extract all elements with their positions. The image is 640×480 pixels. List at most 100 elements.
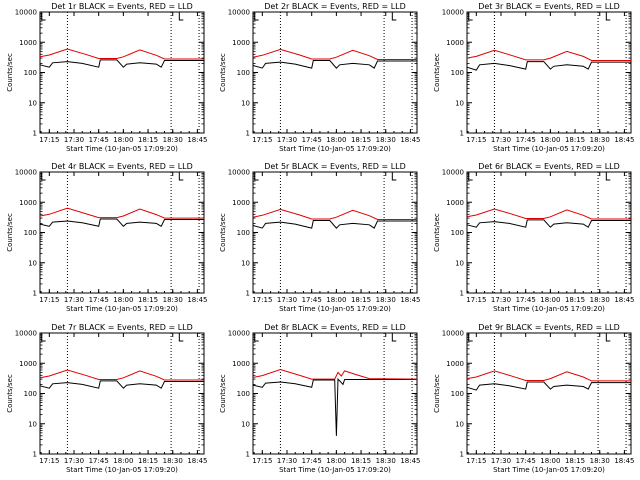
y-tick-label: 1000 <box>232 39 250 47</box>
x-tick-label: 17:15 <box>466 136 486 144</box>
y-tick-label: 1000 <box>19 199 37 207</box>
x-tick-label: 18:00 <box>540 457 560 465</box>
y-tick-label: 1 <box>33 130 37 138</box>
x-tick-label: 18:15 <box>351 136 371 144</box>
x-tick-label: 17:15 <box>252 136 272 144</box>
y-tick-label: 1000 <box>446 199 464 207</box>
lld-series-line <box>39 48 204 60</box>
y-tick-label: 10 <box>28 259 37 267</box>
y-tick-label: 1000 <box>19 39 37 47</box>
x-tick-label: 18:45 <box>187 457 207 465</box>
x-tick-label: 18:00 <box>540 136 560 144</box>
panel-title: Det 3r BLACK = Events, RED = LLD <box>478 2 620 11</box>
x-tick-label: 18:45 <box>187 296 207 304</box>
x-tick-label: 18:45 <box>614 296 634 304</box>
y-tick-label: 100 <box>24 390 37 398</box>
y-tick-label: 100 <box>237 229 250 237</box>
y-tick-label: 1 <box>460 451 464 459</box>
x-tick-label: 18:30 <box>590 457 610 465</box>
y-tick-label: 10 <box>28 99 37 107</box>
x-axis-label: Start Time (10-Jan-05 17:09:20) <box>66 145 178 153</box>
interval-marker <box>391 333 397 342</box>
interval-marker <box>468 12 473 21</box>
events-series-line <box>39 59 204 68</box>
interval-marker <box>178 12 184 21</box>
plot-frame <box>39 11 205 134</box>
x-tick-label: 17:30 <box>491 457 511 465</box>
panel-title: Det 4r BLACK = Events, RED = LLD <box>51 162 193 171</box>
x-tick-label: 18:45 <box>400 296 420 304</box>
x-tick-label: 17:30 <box>277 296 297 304</box>
lld-series-line <box>39 369 204 381</box>
plot-frame <box>466 11 632 134</box>
x-tick-label: 17:45 <box>516 457 536 465</box>
y-tick-label: 1000 <box>19 360 37 368</box>
interval-marker <box>254 12 259 21</box>
x-axis-label: Start Time (10-Jan-05 17:09:20) <box>66 305 178 313</box>
y-tick-label: 10 <box>28 420 37 428</box>
panel-title: Det 2r BLACK = Events, RED = LLD <box>264 2 406 11</box>
panel-title: Det 1r BLACK = Events, RED = LLD <box>51 2 193 11</box>
y-tick-label: 10 <box>455 420 464 428</box>
lld-series-line <box>252 368 418 380</box>
x-tick-label: 17:30 <box>491 136 511 144</box>
x-tick-label: 17:45 <box>302 296 322 304</box>
y-axis-label: Counts/sec <box>433 213 441 252</box>
interval-marker <box>254 172 259 181</box>
interval-marker <box>41 172 46 181</box>
x-axis-label: Start Time (10-Jan-05 17:09:20) <box>493 466 605 474</box>
detector-panel: Det 6r BLACK = Events, RED = LLD 17:15 17:… <box>433 162 635 313</box>
y-tick-label: 1000 <box>446 360 464 368</box>
y-axis-label: Counts/sec <box>433 374 441 413</box>
x-tick-label: 18:15 <box>565 136 585 144</box>
y-tick-label: 1 <box>460 290 464 298</box>
events-series-line <box>39 218 204 228</box>
events-series-line <box>466 381 631 391</box>
x-tick-label: 17:45 <box>89 457 109 465</box>
detector-panel: Det 9r BLACK = Events, RED = LLD 17:15 17:… <box>433 323 635 474</box>
y-tick-label: 1 <box>460 130 464 138</box>
lld-series-line <box>39 207 204 219</box>
plot-frame <box>39 171 205 294</box>
y-tick-label: 100 <box>451 229 464 237</box>
x-tick-label: 17:30 <box>64 136 84 144</box>
plot-frame <box>252 171 418 294</box>
lld-series-line <box>466 208 631 220</box>
x-tick-label: 17:45 <box>516 136 536 144</box>
interval-marker <box>605 12 611 21</box>
panel-title: Det 6r BLACK = Events, RED = LLD <box>478 162 620 171</box>
detector-panel: Det 3r BLACK = Events, RED = LLD 17:15 17:… <box>433 2 635 153</box>
x-tick-label: 18:30 <box>376 296 396 304</box>
x-tick-label: 17:30 <box>277 136 297 144</box>
x-tick-label: 17:30 <box>64 457 84 465</box>
y-tick-label: 100 <box>237 69 250 77</box>
x-tick-label: 17:15 <box>466 296 486 304</box>
panel-title: Det 8r BLACK = Events, RED = LLD <box>264 323 406 332</box>
plot-frame <box>466 171 632 294</box>
y-tick-label: 10 <box>241 99 250 107</box>
y-tick-label: 100 <box>24 229 37 237</box>
x-tick-label: 18:15 <box>138 296 158 304</box>
interval-marker <box>605 333 611 342</box>
y-tick-label: 10000 <box>15 330 37 338</box>
x-tick-label: 18:00 <box>326 296 346 304</box>
x-axis-label: Start Time (10-Jan-05 17:09:20) <box>279 466 391 474</box>
y-axis-label: Counts/sec <box>219 374 227 413</box>
x-tick-label: 18:30 <box>590 296 610 304</box>
interval-marker <box>178 172 184 181</box>
y-tick-label: 10000 <box>15 9 37 17</box>
interval-marker <box>41 333 46 342</box>
y-tick-label: 10000 <box>442 330 464 338</box>
x-tick-label: 18:15 <box>351 296 371 304</box>
lld-series-line <box>466 49 631 61</box>
y-tick-label: 1 <box>246 290 250 298</box>
detector-panel: Det 7r BLACK = Events, RED = LLD 17:15 17:… <box>6 323 208 474</box>
x-tick-label: 18:30 <box>163 296 183 304</box>
plot-frame <box>252 11 418 134</box>
interval-marker <box>468 333 473 342</box>
y-tick-label: 10 <box>455 99 464 107</box>
x-tick-label: 17:15 <box>39 457 59 465</box>
interval-marker <box>605 172 611 181</box>
x-tick-label: 17:45 <box>302 136 322 144</box>
